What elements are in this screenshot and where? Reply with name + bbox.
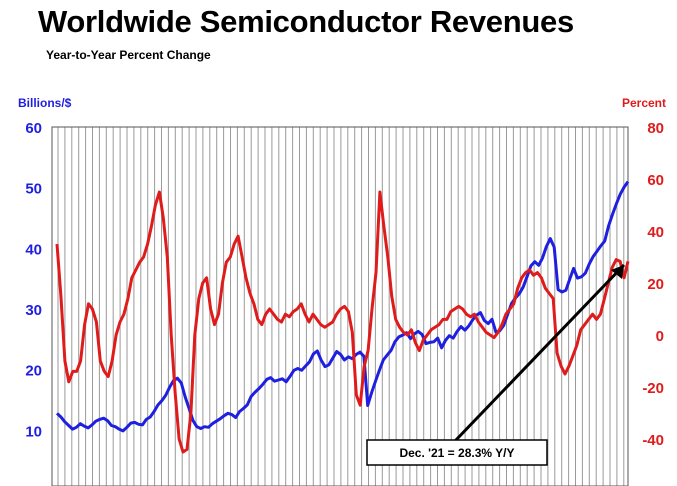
right-axis-label: Percent [622, 96, 666, 110]
annotation-arrow-line [453, 263, 626, 443]
left-axis-label: Billions/$ [18, 96, 72, 110]
right-tick-label: 80 [647, 120, 664, 137]
annotation-text: Dec. '21 = 28.3% Y/Y [399, 446, 514, 460]
annotation-box [366, 439, 548, 466]
series-line-percent [55, 190, 630, 454]
chart-title: Worldwide Semiconductor Revenues [38, 4, 574, 39]
right-tick-label: -60 [642, 484, 664, 486]
left-tick-label: 20 [25, 363, 42, 380]
right-tick-labels: 80 60 40 20 0 -20 -40 -60 [642, 120, 664, 486]
right-tick-label: 0 [656, 328, 664, 345]
grid-lines [57, 127, 625, 486]
right-tick-label: 20 [647, 276, 664, 293]
plot-frame [51, 126, 629, 486]
left-tick-label: 50 [25, 181, 42, 198]
right-tick-label: 60 [647, 172, 664, 189]
left-tick-label: 60 [25, 120, 42, 137]
chart-subtitle: Year-to-Year Percent Change [46, 48, 211, 62]
series-line-billions [55, 180, 630, 433]
left-tick-label: 0 [34, 484, 42, 486]
right-tick-label: -20 [642, 380, 664, 397]
left-tick-label: 10 [25, 423, 42, 440]
annotation-arrowhead [611, 265, 624, 279]
left-tick-label: 40 [25, 241, 42, 258]
left-tick-label: 30 [25, 302, 42, 319]
right-tick-label: 40 [647, 224, 664, 241]
left-tick-labels: 60 50 40 30 20 10 0 [25, 120, 42, 486]
right-tick-label: -40 [642, 432, 664, 449]
